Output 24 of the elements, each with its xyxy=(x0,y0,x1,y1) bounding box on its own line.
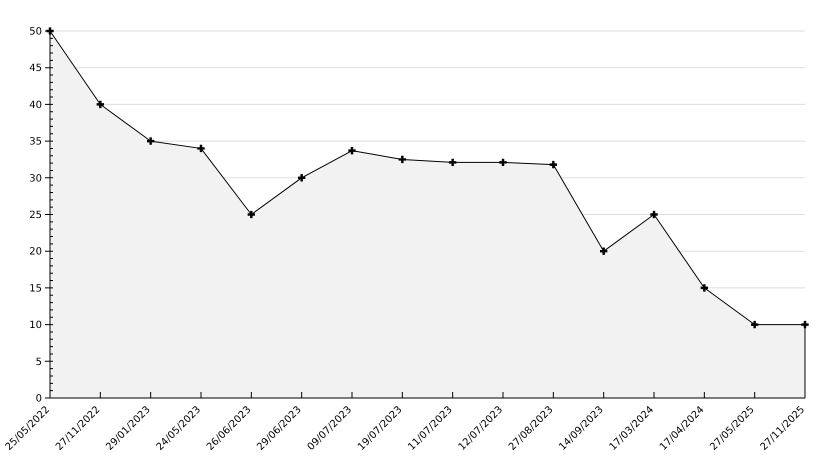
point xyxy=(298,174,306,182)
y-tick-label: 15 xyxy=(29,283,42,294)
point xyxy=(248,210,256,218)
point xyxy=(750,320,758,328)
point xyxy=(146,137,154,145)
point xyxy=(550,160,558,168)
point xyxy=(700,284,708,292)
y-tick-label: 35 xyxy=(29,136,42,148)
y-tick-label: 45 xyxy=(29,63,42,74)
y-tick-label: 20 xyxy=(29,246,42,258)
y-tick-label: 30 xyxy=(29,173,42,184)
y-tick-label: 0 xyxy=(36,394,42,404)
y-tick-label: 25 xyxy=(29,210,42,221)
point xyxy=(499,158,507,166)
point xyxy=(96,100,104,108)
y-tick-label: 50 xyxy=(29,26,42,38)
y-tick-label: 40 xyxy=(29,100,42,111)
point xyxy=(448,158,456,166)
y-tick-label: 10 xyxy=(29,320,42,332)
point xyxy=(398,156,406,164)
point xyxy=(801,320,809,328)
point xyxy=(348,146,356,154)
point xyxy=(600,248,608,255)
y-tick-label: 5 xyxy=(36,356,42,368)
